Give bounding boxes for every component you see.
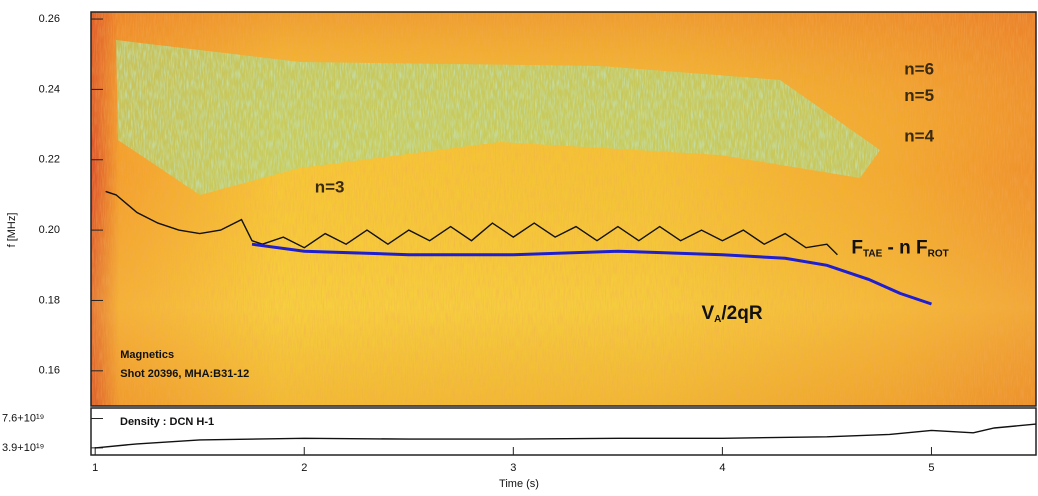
data-line (95, 423, 1037, 449)
series-label: FTAE - n FROT (851, 238, 948, 260)
annotation: n=4 (904, 126, 934, 145)
y-tick-label: 0.22 (39, 154, 60, 166)
x-tick-label: 1 (92, 462, 98, 474)
spectrogram (91, 12, 1036, 406)
y-tick-label: 0.20 (39, 224, 60, 236)
annotation: n=6 (904, 60, 934, 79)
y-tick-label: 3.9+10¹⁹ (2, 442, 44, 454)
y-tick-label: 7.6+10¹⁹ (2, 412, 44, 424)
frame (90, 407, 1037, 456)
label-part: ROT (928, 248, 949, 259)
label-part: - n F (882, 238, 927, 259)
y-tick-label: 0.26 (39, 13, 60, 25)
series-label: VA/2qR (701, 303, 762, 325)
annotation: Shot 20396, MHA:B31-12 (120, 368, 249, 380)
x-tick-label: 3 (510, 462, 516, 474)
annotation: n=5 (904, 86, 934, 105)
label-part: A (714, 314, 721, 325)
y-tick-label: 0.16 (39, 365, 60, 377)
x-tick-label: 4 (719, 462, 725, 474)
frame (90, 11, 1037, 407)
x-tick-label: 2 (301, 462, 307, 474)
density-panel (91, 409, 1036, 455)
annotation: n=3 (315, 177, 345, 196)
y-tick-label: 0.24 (39, 83, 60, 95)
x-axis-label: Time (s) (499, 478, 539, 490)
y-axis-label: f [MHz] (6, 213, 18, 248)
annotation: Magnetics (120, 349, 174, 361)
data-line (105, 190, 838, 256)
y-tick-label: 0.18 (39, 294, 60, 306)
label-part: TAE (863, 248, 883, 259)
panel-title: Density : DCN H-1 (120, 416, 214, 428)
x-tick-label: 5 (928, 462, 934, 474)
data-line (251, 242, 932, 306)
label-part: /2qR (721, 303, 762, 324)
label-part: V (701, 303, 714, 324)
label-part: F (851, 238, 863, 259)
